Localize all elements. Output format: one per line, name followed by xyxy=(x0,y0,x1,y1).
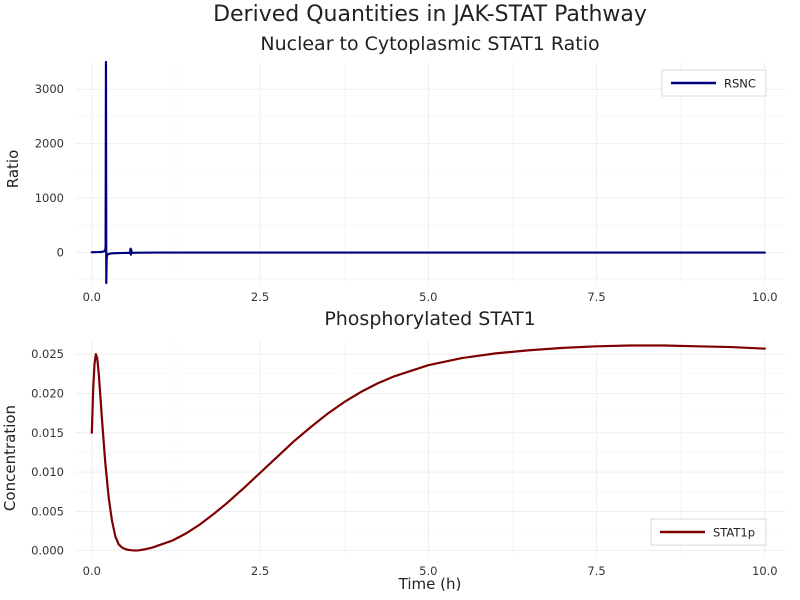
series-group xyxy=(90,60,766,285)
y-tick-label: 0.020 xyxy=(31,386,64,400)
y-tick-labels: 0 1000 2000 3000 xyxy=(35,82,64,259)
legend-stat1p: STAT1p xyxy=(650,518,767,546)
x-axis-label-time: Time (h) xyxy=(398,575,462,593)
x-tick-label: 10.0 xyxy=(752,290,778,304)
y-tick-label: 0.010 xyxy=(31,465,64,479)
x-tick-label: 2.5 xyxy=(251,564,269,578)
figure-title: Derived Quantities in JAK-STAT Pathway xyxy=(213,2,647,27)
panel-title-stat1p: Phosphorylated STAT1 xyxy=(324,308,535,330)
x-tick-label: 10.0 xyxy=(752,564,778,578)
panel-stat1p: Phosphorylated STAT1 0.0000.0050.0100.01… xyxy=(1,308,785,593)
y-tick-label: 2000 xyxy=(35,137,64,151)
y-tick-label: 0.015 xyxy=(31,426,64,440)
series-group xyxy=(90,344,766,552)
x-tick-label: 7.5 xyxy=(587,564,605,578)
x-tick-label: 2.5 xyxy=(251,290,269,304)
y-axis-label-ratio: Ratio xyxy=(4,150,22,189)
major-gridlines xyxy=(75,340,785,557)
panel-title-rsnc: Nuclear to Cytoplasmic STAT1 Ratio xyxy=(260,33,599,55)
y-tick-label: 0.000 xyxy=(31,544,64,558)
series-line-stat1p xyxy=(90,344,766,552)
x-tick-labels: 0.0 2.5 5.0 7.5 10.0 xyxy=(83,564,778,578)
y-tick-label: 0.005 xyxy=(31,504,64,518)
y-axis-label-concentration: Concentration xyxy=(1,405,19,511)
legend-label-rsnc: RSNC xyxy=(724,77,756,91)
x-tick-label: 5.0 xyxy=(419,564,437,578)
series-line-rsnc xyxy=(90,60,766,285)
panel-rsnc: Nuclear to Cytoplasmic STAT1 Ratio 0 1000… xyxy=(4,33,785,304)
y-tick-labels: 0.000 0.005 0.010 0.015 0.020 0.025 xyxy=(31,347,64,558)
x-tick-label: 7.5 xyxy=(587,290,605,304)
y-tick-label: 1000 xyxy=(35,191,64,205)
x-tick-label: 0.0 xyxy=(83,290,101,304)
y-tick-label: 0 xyxy=(57,246,64,260)
x-tick-label: 0.0 xyxy=(83,564,101,578)
x-tick-label: 5.0 xyxy=(419,290,437,304)
legend-label-stat1p: STAT1p xyxy=(713,526,755,540)
minor-gridlines xyxy=(75,340,785,557)
legend-rsnc: RSNC xyxy=(661,69,767,97)
minor-gridlines xyxy=(75,62,785,283)
y-tick-label: 0.025 xyxy=(31,347,64,361)
y-tick-label: 3000 xyxy=(35,82,64,96)
x-tick-labels: 0.0 2.5 5.0 7.5 10.0 xyxy=(83,290,778,304)
